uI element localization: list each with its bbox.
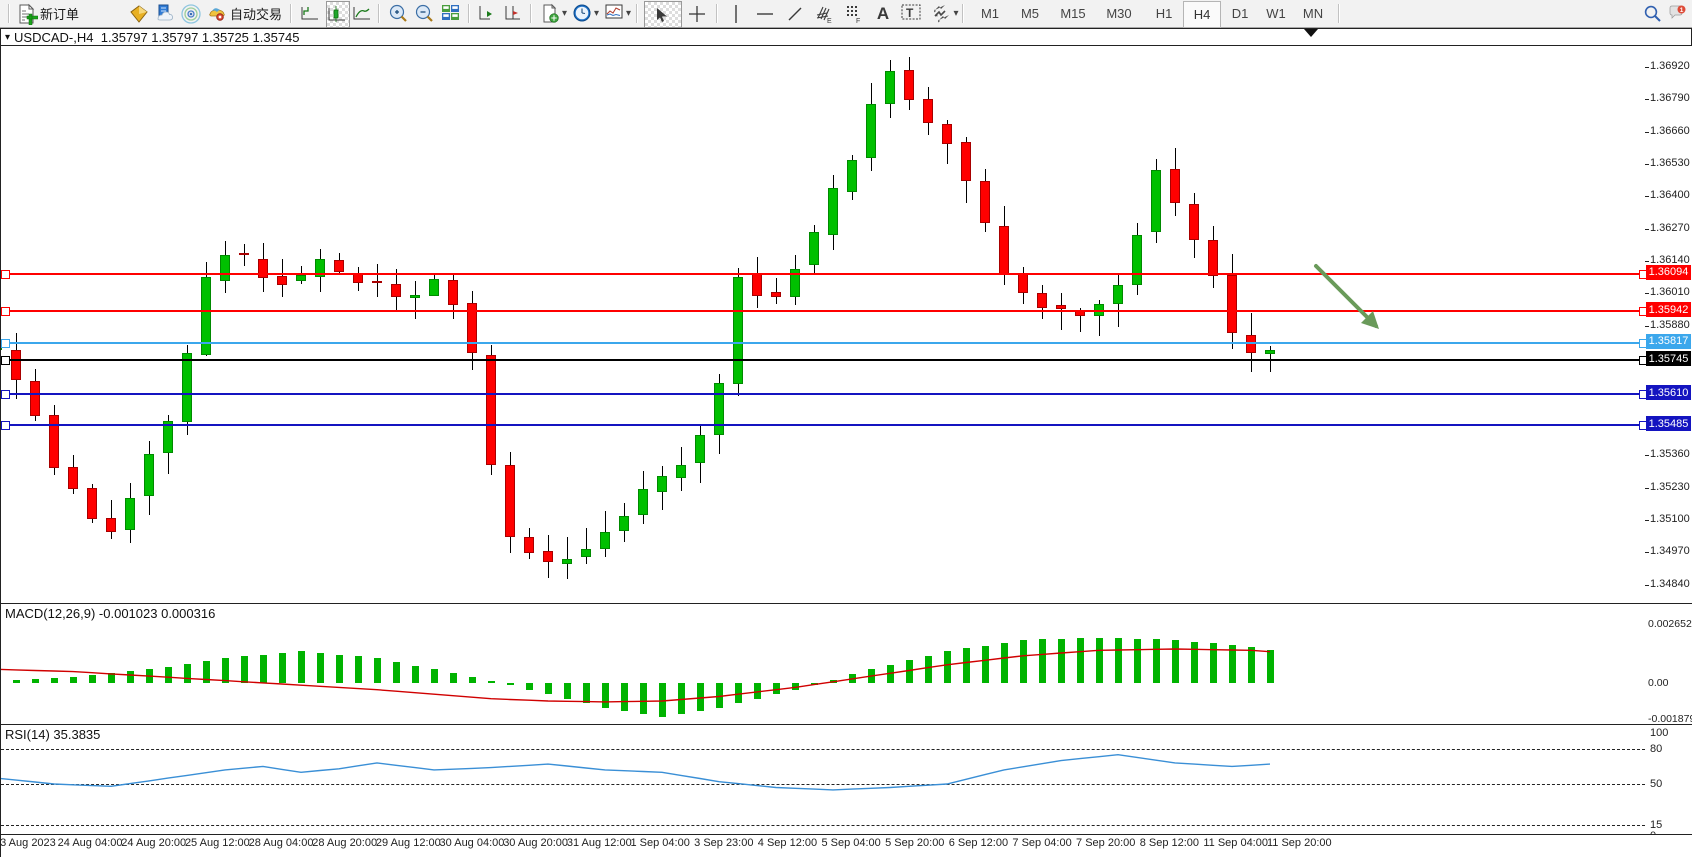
- svg-text:E: E: [827, 18, 832, 24]
- svg-text:F: F: [856, 18, 860, 24]
- svg-text:T: T: [906, 6, 914, 20]
- svg-text:1: 1: [1680, 7, 1684, 14]
